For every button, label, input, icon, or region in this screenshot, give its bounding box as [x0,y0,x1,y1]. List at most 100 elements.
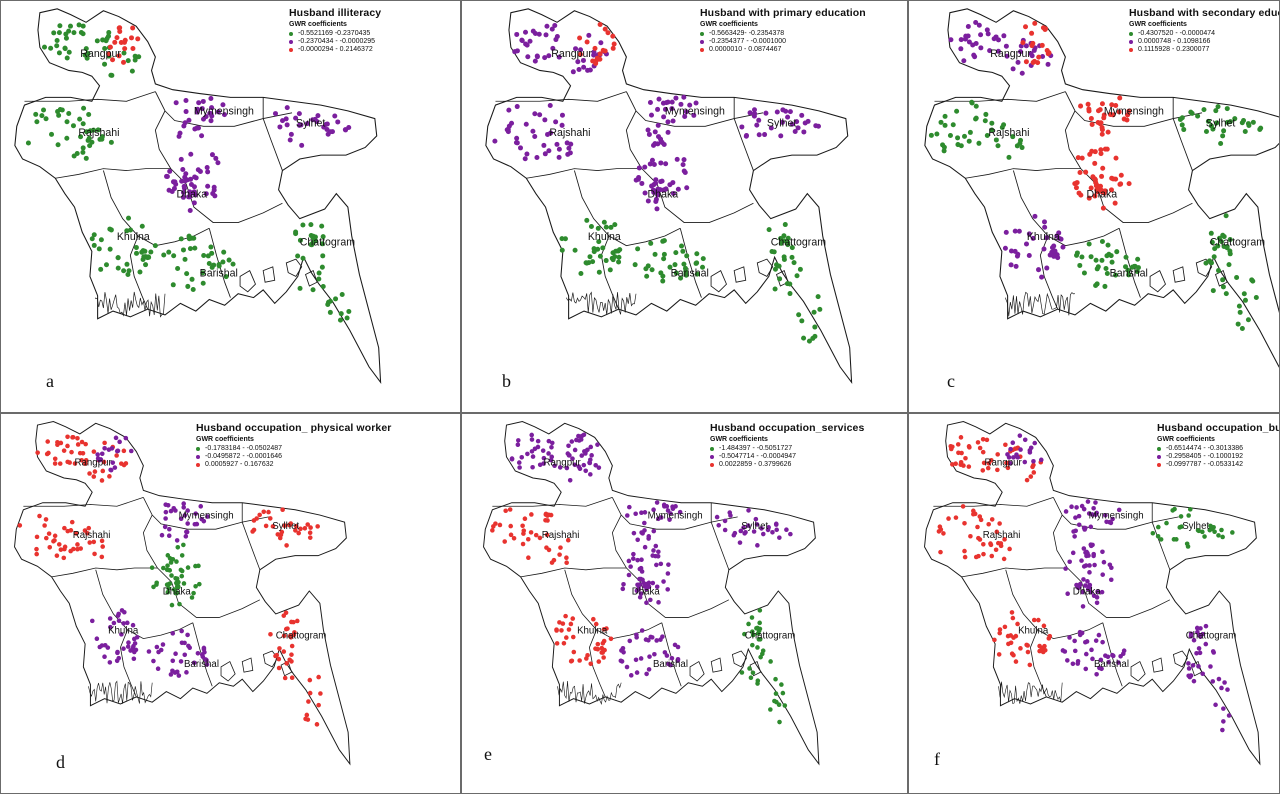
cluster-point-barishal [191,660,197,666]
cluster-point-khulna [1058,236,1064,242]
cluster-point-rangpur [552,22,558,29]
cluster-point-mymensingh [1098,120,1104,126]
cluster-point-mymensingh [198,504,204,509]
cluster-point-dhaka [639,180,645,186]
cluster-point-northtip [121,59,127,65]
cluster-point-dhaka [173,575,178,581]
cluster-point-khulna [114,658,120,664]
cluster-point-chattogram [320,284,326,290]
cluster-point-northtip [117,28,123,34]
cluster-point-chattogram [1236,303,1242,309]
place-label-rangpur: Rangpur [990,48,1031,60]
cluster-point-rajshahi [520,523,525,529]
cluster-point-mymensingh [655,106,661,112]
cluster-point-rajshahi [953,515,959,520]
cluster-point-chattogram [1211,254,1217,260]
place-label-sylhet: Sylhet [1182,521,1209,532]
cluster-point-rangpur [70,435,75,440]
sundarbans-coastline [998,681,1063,705]
cluster-point-barishal [199,652,205,657]
cluster-point-chattogram [1210,649,1216,654]
cluster-point-mymensingh [1085,101,1091,107]
cluster-point-chattogram [289,643,295,649]
cluster-point-khulna [89,236,95,242]
cluster-point-sylhet [296,111,302,117]
cluster-point-rajshahi [58,547,64,552]
place-label-rajshahi: Rajshahi [542,530,580,541]
cluster-point-rangpur [948,446,954,452]
legend-item: 0.0022859 - 0.3799626 [710,461,864,469]
cluster-point-rajshahi [973,554,979,560]
cluster-point-sylhet [716,523,722,528]
cluster-point-dhaka [191,184,197,190]
cluster-point-khulna [137,269,143,275]
cluster-point-rangpur [586,32,592,38]
cluster-point-sylhet [298,526,303,532]
cluster-point-rangpur [71,30,77,36]
cluster-point-mymensingh [182,120,188,126]
cluster-point-rangpur [985,31,991,37]
cluster-point-khulna [105,645,111,650]
cluster-point-chattogram [773,676,778,682]
cluster-point-chattogram [758,654,763,660]
cluster-point-dhaka [1094,600,1100,606]
cluster-point-chattogram [1218,239,1224,245]
cluster-point-chattogram [287,657,292,663]
cluster-point-sylhet [288,131,294,137]
cluster-point-rangpur [104,35,110,41]
cluster-point-rajshahi [83,155,89,161]
cluster-point-barishal [1070,661,1076,667]
cluster-point-khulna [107,246,113,252]
cluster-point-dhaka [642,544,648,550]
cluster-point-chattogram [746,621,751,627]
cluster-point-mymensingh [1076,522,1082,528]
cluster-point-sylhet [1187,507,1193,512]
cluster-point-rajshahi [506,107,512,113]
cluster-point-barishal [200,280,206,286]
cluster-point-dhaka [1118,172,1124,178]
cluster-point-rajshahi [946,516,951,521]
cluster-point-chattogram [782,703,788,708]
cluster-point-rangpur [549,26,555,32]
cluster-point-sylhet [762,132,768,138]
cluster-point-dhaka [1100,205,1106,211]
cluster-point-mymensingh [646,534,652,539]
cluster-point-dhaka [180,166,186,172]
cluster-point-mymensingh [184,529,189,535]
cluster-point-northtip [602,26,608,32]
cluster-point-sylhet [266,509,271,515]
cluster-point-sylhet [747,110,753,116]
cluster-point-rajshahi [559,112,565,118]
cluster-point-khulna [570,634,576,640]
legend-range: 0.0000748 - 0.1098166 [1138,38,1211,45]
cluster-point-rajshahi [86,525,92,531]
cluster-point-northtip [108,467,113,473]
legend-dot-icon [1157,463,1161,467]
cluster-point-chattogram [1219,685,1224,691]
cluster-point-sylhet [304,120,310,126]
cluster-point-barishal [223,274,229,280]
cluster-point-barishal [1108,253,1114,259]
cluster-point-mymensingh [645,127,651,133]
cluster-point-northtip [1015,455,1021,460]
cluster-point-barishal [1135,256,1141,262]
cluster-point-mymensingh [183,97,189,103]
cluster-point-rangpur [65,443,70,449]
division-boundary [934,91,1066,102]
cluster-point-sylhet [1213,108,1219,114]
cluster-point-barishal [186,643,191,649]
legend-item: -1.484397 - -0.5051727 [710,445,864,453]
cluster-point-sylhet [779,119,785,125]
cluster-point-mymensingh [221,112,227,118]
cluster-point-khulna [597,253,603,259]
cluster-point-dhaka [179,553,185,558]
cluster-point-chattogram [1186,661,1191,666]
cluster-point-khulna [115,255,121,261]
cluster-point-mymensingh [1108,520,1114,526]
cluster-point-sylhet [287,522,292,528]
cluster-point-dhaka [166,586,171,591]
cluster-point-mymensingh [1126,108,1132,114]
legend-title: Husband with primary education [700,7,866,19]
cluster-point-barishal [174,669,180,675]
cluster-point-rajshahi [553,119,559,125]
